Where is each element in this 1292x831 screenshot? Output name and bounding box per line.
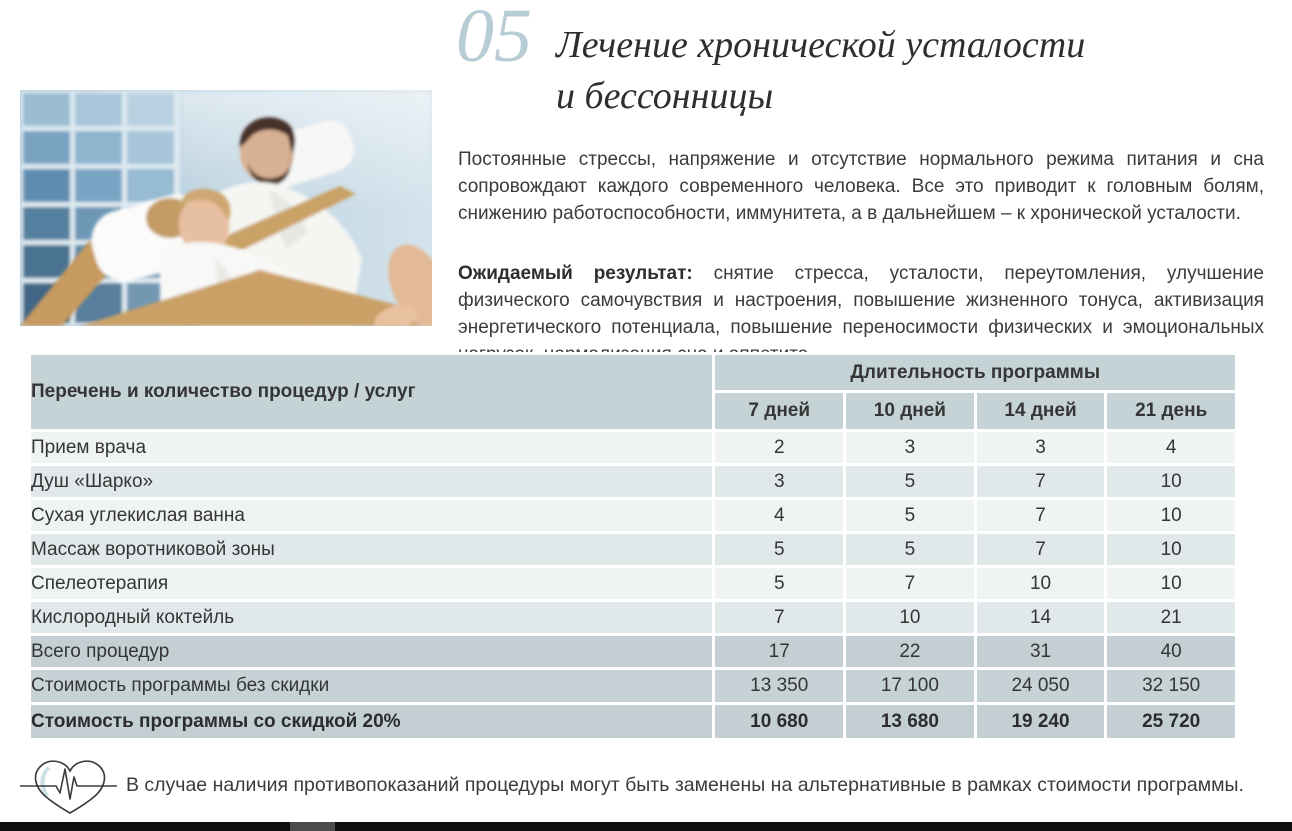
procedure-count: 3 (976, 432, 1105, 463)
heart-pulse-icon (18, 755, 120, 815)
column-header-21-days: 21 день (1107, 393, 1235, 429)
procedure-count: 3 (715, 466, 844, 497)
procedure-count: 5 (846, 466, 974, 497)
page-title-line1: Лечение хронической усталости (556, 24, 1086, 66)
procedure-count: 4 (715, 500, 844, 531)
procedure-count: 10 (1107, 466, 1235, 497)
expected-result-lead: Ожидаемый результат: (458, 263, 693, 284)
price-value: 24 050 (976, 670, 1105, 702)
table-row: Спелеотерапия 5 7 10 10 (31, 568, 1235, 599)
column-header-duration-group: Длительность программы (715, 355, 1235, 390)
intro-paragraph: Постоянные стрессы, напряжение и отсутст… (458, 149, 1264, 224)
procedure-count: 10 (1107, 500, 1235, 531)
column-header-7-days: 7 дней (715, 393, 844, 429)
total-count: 17 (715, 636, 844, 667)
table-row: Прием врача 2 3 3 4 (31, 432, 1235, 463)
procedure-count: 5 (715, 568, 844, 599)
total-count: 22 (846, 636, 974, 667)
table-row: Массаж воротниковой зоны 5 5 7 10 (31, 534, 1235, 565)
procedure-count: 10 (846, 602, 974, 633)
procedure-count: 10 (1107, 534, 1235, 565)
procedure-count: 14 (976, 602, 1105, 633)
discount-price-value: 13 680 (846, 705, 974, 738)
procedure-label: Массаж воротниковой зоны (31, 534, 713, 565)
table-row: Кислородный коктейль 7 10 14 21 (31, 602, 1235, 633)
procedure-count: 2 (715, 432, 844, 463)
procedure-label: Спелеотерапия (31, 568, 713, 599)
procedure-count: 7 (976, 534, 1105, 565)
procedure-count: 5 (846, 500, 974, 531)
procedure-count: 10 (1107, 568, 1235, 599)
procedure-count: 7 (976, 500, 1105, 531)
procedure-count: 4 (1107, 432, 1235, 463)
table-row: Сухая углекислая ванна 4 5 7 10 (31, 500, 1235, 531)
column-header-10-days: 10 дней (846, 393, 974, 429)
procedure-count: 5 (715, 534, 844, 565)
program-price-table: Перечень и количество процедур / услуг Д… (28, 352, 1238, 741)
footer-note-text: В случае наличия противопоказаний процед… (126, 773, 1244, 796)
table-duration-header-row: 7 дней 10 дней 14 дней 21 день (31, 393, 1235, 429)
total-procedures-row: Всего процедур 17 22 31 40 (31, 636, 1235, 667)
price-row: Стоимость программы без скидки 13 350 17… (31, 670, 1235, 702)
price-value: 17 100 (846, 670, 974, 702)
procedure-count: 7 (715, 602, 844, 633)
discount-price-value: 10 680 (715, 705, 844, 738)
procedure-label: Сухая углекислая ванна (31, 500, 713, 531)
total-count: 40 (1107, 636, 1235, 667)
procedure-label: Душ «Шарко» (31, 466, 713, 497)
page-title: Лечение хронической усталости и бессонни… (556, 20, 1276, 122)
discount-price-value: 19 240 (976, 705, 1105, 738)
procedure-count: 7 (846, 568, 974, 599)
procedure-count: 7 (976, 466, 1105, 497)
column-header-procedures: Перечень и количество процедур / услуг (31, 355, 713, 429)
page-title-line2: и бессонницы (556, 75, 774, 117)
procedure-label: Кислородный коктейль (31, 602, 713, 633)
procedure-count: 3 (846, 432, 974, 463)
total-count: 31 (976, 636, 1105, 667)
procedure-count: 10 (976, 568, 1105, 599)
discount-price-label: Стоимость программы со скидкой 20% (31, 705, 713, 738)
price-label: Стоимость программы без скидки (31, 670, 713, 702)
procedure-label: Прием врача (31, 432, 713, 463)
procedure-count: 5 (846, 534, 974, 565)
discount-price-value: 25 720 (1107, 705, 1235, 738)
price-value: 13 350 (715, 670, 844, 702)
table-row: Душ «Шарко» 3 5 7 10 (31, 466, 1235, 497)
total-label: Всего процедур (31, 636, 713, 667)
bottom-page-edge (0, 822, 1292, 831)
bottom-page-edge-segment (290, 822, 335, 831)
page-number: 05 (456, 0, 532, 78)
procedure-count: 21 (1107, 602, 1235, 633)
discount-price-row: Стоимость программы со скидкой 20% 10 68… (31, 705, 1235, 738)
spa-photo-illustration (20, 90, 432, 326)
price-value: 32 150 (1107, 670, 1235, 702)
footer-note: В случае наличия противопоказаний процед… (18, 753, 1280, 817)
spa-photo (20, 90, 432, 326)
column-header-14-days: 14 дней (976, 393, 1105, 429)
table-group-header-row: Перечень и количество процедур / услуг Д… (31, 355, 1235, 429)
